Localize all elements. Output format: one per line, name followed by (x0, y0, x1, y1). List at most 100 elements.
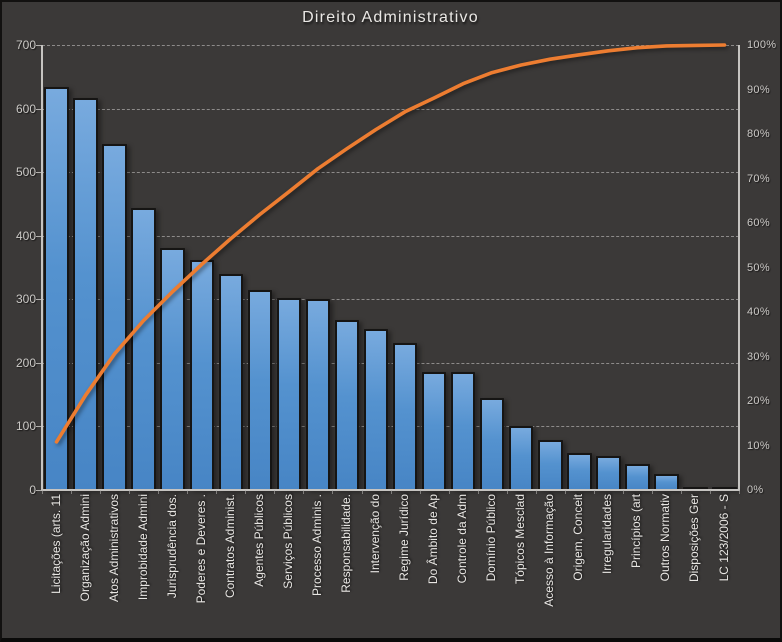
x-axis-label-20: Irregularidades (600, 494, 615, 575)
plot-area (41, 43, 740, 491)
bar-Processo Adminis . (305, 298, 331, 490)
bar-Irregularidades (596, 455, 621, 490)
y-axis-label-0: 0 (29, 483, 36, 497)
bar-Intervenção do (363, 328, 389, 490)
bar-LC 123/2006 - S (712, 486, 737, 490)
x-axis-tick (71, 490, 72, 494)
gridline (42, 172, 739, 174)
y-axis-tick (36, 362, 41, 364)
x-axis-tick (448, 490, 450, 494)
y-axis-tick (36, 108, 41, 110)
y2-axis-label-80%: 80% (747, 128, 770, 140)
x-axis-tick (332, 490, 334, 494)
x-axis-label-3: Atos Administrativos (106, 494, 121, 603)
x-axis-tick (274, 490, 276, 494)
y-axis-tick (36, 172, 41, 174)
x-axis-tick (390, 490, 392, 494)
x-axis-label-22: Outros Normativ (658, 494, 673, 582)
x-axis-label-15: Controle da Adm (455, 494, 470, 584)
x-axis-label-16: Domínio Público (484, 494, 499, 582)
x-axis-tick (42, 490, 43, 494)
x-axis-tick (680, 490, 682, 494)
x-axis-tick (506, 490, 508, 494)
x-axis-label-8: Agentes Públicos (251, 494, 266, 587)
x-axis-label-12: Intervenção do (368, 494, 382, 574)
y2-axis-label-100%: 100% (747, 39, 777, 51)
x-axis-label-10: Processo Adminis . (309, 494, 324, 597)
y2-axis-label-20%: 20% (747, 395, 770, 407)
y2-axis-label-10%: 10% (747, 439, 770, 452)
x-axis-tick (535, 490, 537, 494)
bar-Serviços Públicos (276, 298, 302, 490)
x-axis-label-21: Princípios (art (629, 494, 644, 569)
x-axis-label-4: Improbidade Admini (135, 494, 150, 601)
x-axis-tick (564, 490, 566, 494)
y-axis-label-700: 700 (15, 38, 36, 52)
bar-Regime Jurídico (392, 342, 418, 490)
x-axis-label-19: Origem, Conceit (571, 494, 586, 581)
x-axis-label-1: Licitações (arts. 11 (48, 494, 63, 594)
x-axis-tick (303, 490, 305, 494)
y-axis-tick (36, 235, 41, 237)
x-axis-label-11: Responsabilidade. (338, 494, 353, 593)
x-axis-tick (129, 490, 131, 494)
y-axis-label-200: 200 (15, 355, 36, 370)
y2-axis-label-30%: 30% (747, 350, 770, 363)
bar-Poderes e Deveres . (189, 259, 214, 490)
y2-axis-label-0%: 0% (747, 484, 764, 496)
y2-axis-label-70%: 70% (747, 172, 770, 185)
y-axis-tick (36, 490, 41, 491)
x-axis-label-18: Acesso à Informação (542, 494, 557, 607)
y-axis-label-300: 300 (15, 292, 36, 307)
y-axis-label-100: 100 (15, 419, 36, 434)
x-axis-label-6: Poderes e Deveres . (193, 494, 208, 604)
gridline (42, 362, 739, 364)
x-axis-tick (216, 490, 218, 494)
x-axis-tick (651, 490, 653, 494)
bar-Tópicos Mesclad (508, 426, 534, 490)
bar-Responsabilidade. (334, 319, 360, 490)
y2-axis-label-50%: 50% (747, 261, 770, 274)
y2-axis-label-90%: 90% (747, 83, 770, 96)
x-axis-tick (158, 490, 160, 494)
gridline (42, 235, 739, 237)
x-axis-tick (739, 490, 740, 494)
y-axis-label-600: 600 (15, 101, 36, 116)
x-axis-label-5: Jurisprudência dos. (164, 494, 179, 599)
bar-Organização Admini (73, 98, 98, 490)
x-axis-label-17: Tópicos Mesclad (513, 494, 528, 585)
gridline (42, 299, 739, 301)
x-axis-tick (100, 490, 102, 494)
bar-Jurisprudência dos. (160, 248, 185, 490)
bar-Atos Administrativos (102, 143, 127, 490)
x-axis-tick (361, 490, 363, 494)
y-axis-tick (36, 426, 41, 428)
x-axis-tick (477, 490, 479, 494)
bar-Improbidade Admini (131, 208, 156, 490)
x-axis-label-14: Do Âmbito de Ap (426, 494, 441, 585)
bar-Princípios (art (625, 463, 650, 490)
y-axis-tick (36, 299, 41, 301)
y-axis-tick (36, 45, 41, 46)
left-axis-line (41, 45, 43, 491)
right-axis-line (738, 45, 740, 491)
x-axis-tick (593, 490, 595, 494)
bar-Licitações (arts. 11 (44, 87, 69, 490)
gridline (42, 108, 739, 110)
bar-Origem, Conceit (567, 452, 592, 490)
x-axis-label-7: Contratos Administ. (222, 494, 237, 599)
bar-Domínio Público (479, 397, 505, 490)
x-axis-label-24: LC 123/2006 - S (716, 494, 731, 582)
chart-title: Direito Administrativo (302, 9, 479, 26)
y2-axis-label-40%: 40% (747, 306, 770, 318)
bar-Controle da Adm (450, 372, 476, 490)
cumulative-line-layer (54, 43, 727, 444)
x-axis-tick (245, 490, 247, 494)
x-axis-tick (622, 490, 624, 494)
bar-Do Âmbito de Ap (421, 372, 447, 490)
bar-Disposições Ger (683, 486, 708, 490)
bar-Contratos Administ. (218, 273, 243, 490)
x-axis-label-23: Disposições Ger (687, 494, 702, 583)
bar-Agentes Públicos (247, 289, 273, 490)
